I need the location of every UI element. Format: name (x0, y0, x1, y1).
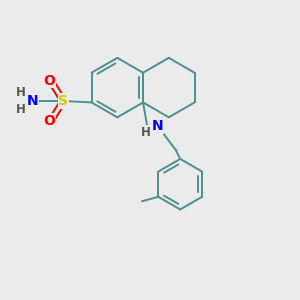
Text: S: S (58, 94, 68, 108)
Text: N: N (152, 119, 164, 133)
Text: H: H (16, 86, 26, 99)
Text: O: O (44, 114, 56, 128)
Text: N: N (26, 94, 38, 108)
Text: O: O (44, 74, 56, 88)
Text: H: H (141, 126, 151, 139)
Text: H: H (16, 103, 26, 116)
